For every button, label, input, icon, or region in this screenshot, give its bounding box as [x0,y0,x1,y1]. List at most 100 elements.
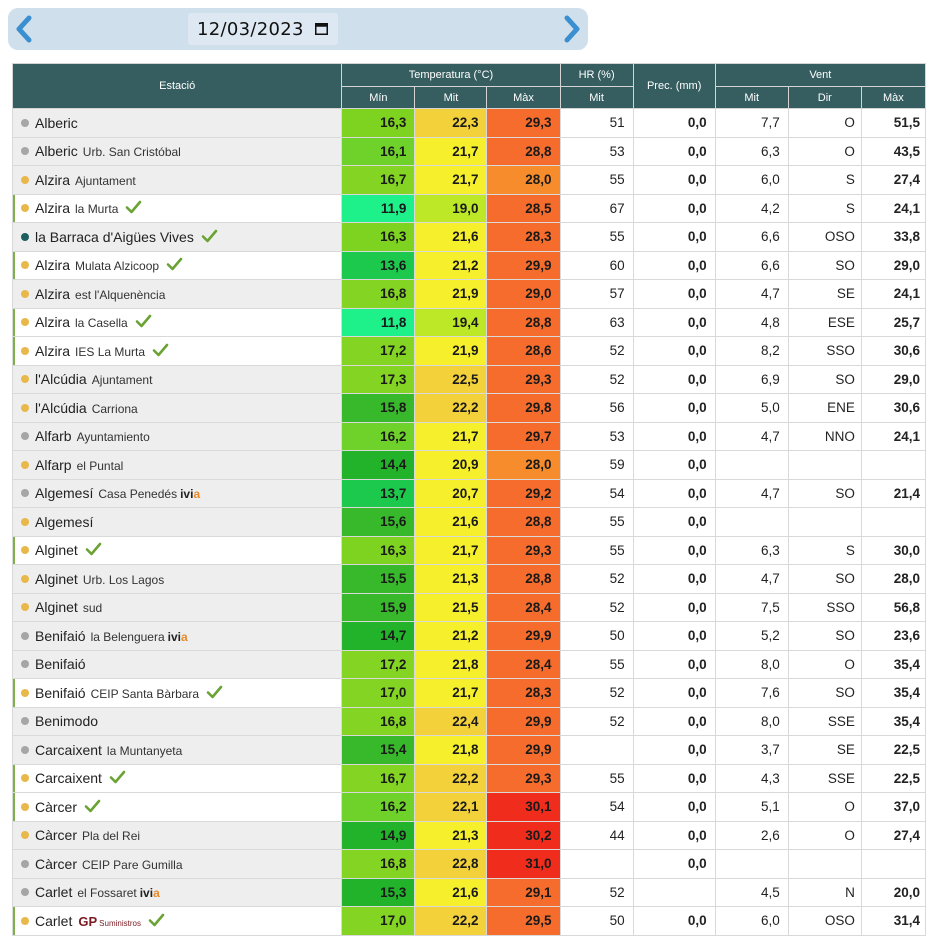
station-name[interactable]: Càrcer [35,827,78,844]
station-name[interactable]: Algemesí [35,485,94,502]
station-name[interactable]: Benifaió [35,656,86,673]
header-temp-max[interactable]: Màx [486,86,561,109]
station-cell[interactable]: Càrcer Pla del Rei [11,820,343,850]
station-row[interactable]: Càrcer 16,2 22,1 30,1 54 0,0 5,1 O 37,0 [11,792,927,822]
station-name[interactable]: Carlet [35,884,73,901]
station-cell[interactable]: Alzira IES La Murta [11,336,343,366]
station-row[interactable]: Algemesí Casa Penedés ivia 13,7 20,7 29,2 54 0,… [11,478,927,508]
header-wind-max[interactable]: Màx [860,86,927,109]
station-row[interactable]: Alfarb Ayuntamiento 16,2 21,7 29,7 53 0,0 4,7 NN… [11,421,927,451]
station-row[interactable]: Alginet sud 15,9 21,5 28,4 52 0,0 7,5 SSO 56,8 [11,592,927,622]
station-row[interactable]: Alfarp el Puntal 14,4 20,9 28,0 59 0,0 [11,450,927,480]
station-row[interactable]: la Barraca d'Aigües Vives 16,3 21,6 28,3 55 0… [11,222,927,252]
station-cell[interactable]: Carlet GP Suministros [11,906,343,936]
station-name[interactable]: Alzira [35,257,71,274]
station-name[interactable]: la Barraca d'Aigües Vives [35,228,194,245]
station-row[interactable]: Alzira Ajuntament 16,7 21,7 28,0 55 0,0 6,0 S 27,… [11,165,927,195]
station-cell[interactable]: Carcaixent [11,763,343,793]
station-row[interactable]: Benifaió CEIP Santa Bàrbara 17,0 21,7 28,3 52… [11,678,927,708]
station-cell[interactable]: la Barraca d'Aigües Vives [11,222,343,252]
station-row[interactable]: Alzira est l'Alquenència 16,8 21,9 29,0 57 0,0… [11,279,927,309]
station-row[interactable]: Algemesí 15,6 21,6 28,8 55 0,0 [11,507,927,537]
station-cell[interactable]: Alfarp el Puntal [11,450,343,480]
station-cell[interactable]: l'Alcúdia Carriona [11,393,343,423]
station-name[interactable]: Càrcer [35,798,78,815]
station-name[interactable]: Carlet [35,912,73,929]
station-name[interactable]: l'Alcúdia [35,371,87,388]
station-name[interactable]: Alfarb [35,428,72,445]
station-cell[interactable]: Alginet [11,535,343,565]
station-row[interactable]: Carlet el Fossaret ivia 15,3 21,6 29,1 52 4,5 N 2… [11,877,927,907]
station-row[interactable]: Carcaixent la Muntanyeta 15,4 21,8 29,9 0,0 3,… [11,735,927,765]
station-row[interactable]: l'Alcúdia Ajuntament 17,3 22,5 29,3 52 0,0 6,9 S… [11,364,927,394]
station-name[interactable]: Alberic [35,143,78,160]
station-row[interactable]: Benimodo 16,8 22,4 29,9 52 0,0 8,0 SSE 35,4 [11,706,927,736]
station-cell[interactable]: Alzira Mulata Alzicoop [11,250,343,280]
station-cell[interactable]: Alberic [11,108,343,138]
station-cell[interactable]: l'Alcúdia Ajuntament [11,364,343,394]
header-wind-mit[interactable]: Mit [714,86,789,109]
station-name[interactable]: Alzira [35,314,71,331]
calendar-icon[interactable] [315,22,328,35]
station-row[interactable]: Alzira IES La Murta 17,2 21,9 28,6 52 0,0 8,2 SS… [11,336,927,366]
station-cell[interactable]: Benimodo [11,706,343,736]
station-cell[interactable]: Alginet Urb. Los Lagos [11,564,343,594]
station-row[interactable]: Alginet 16,3 21,7 29,3 55 0,0 6,3 S 30,0 [11,535,927,565]
station-cell[interactable]: Alginet sud [11,592,343,622]
station-name[interactable]: Alginet [35,542,78,559]
station-name[interactable]: Alginet [35,570,78,587]
station-cell[interactable]: Benifaió [11,649,343,679]
station-name[interactable]: Càrcer [35,855,78,872]
station-cell[interactable]: Benifaió la Belenguera ivia [11,621,343,651]
station-name[interactable]: Alzira [35,171,71,188]
station-row[interactable]: Benifaió 17,2 21,8 28,4 55 0,0 8,0 O 35,4 [11,649,927,679]
station-row[interactable]: Alberic 16,3 22,3 29,3 51 0,0 7,7 O 51,5 [11,108,927,138]
station-row[interactable]: Carcaixent 16,7 22,2 29,3 55 0,0 4,3 SSE 22,5 [11,763,927,793]
header-hr-mit[interactable]: Mit [559,86,634,109]
station-name[interactable]: l'Alcúdia [35,399,87,416]
station-row[interactable]: Càrcer Pla del Rei 14,9 21,3 30,2 44 0,0 2,6 O 27… [11,820,927,850]
previous-day-arrow-icon[interactable] [10,12,40,46]
station-name[interactable]: Alginet [35,599,78,616]
station-name[interactable]: Carcaixent [35,741,102,758]
station-row[interactable]: Càrcer CEIP Pare Gumilla 16,8 22,8 31,0 0,0 [11,849,927,879]
station-name[interactable]: Alfarp [35,456,72,473]
station-name[interactable]: Benimodo [35,713,99,730]
header-temp-min[interactable]: Mín [341,86,416,109]
header-station[interactable]: Estació [11,63,343,109]
station-cell[interactable]: Carlet el Fossaret ivia [11,877,343,907]
station-cell[interactable]: Alzira la Murta [11,193,343,223]
station-row[interactable]: Benifaió la Belenguera ivia 14,7 21,2 29,9 50 0… [11,621,927,651]
station-name[interactable]: Benifaió [35,684,86,701]
station-row[interactable]: Alzira Mulata Alzicoop 13,6 21,2 29,9 60 0,0 6,… [11,250,927,280]
header-wind-dir[interactable]: Dir [787,86,862,109]
station-name[interactable]: Benifaió [35,627,86,644]
station-row[interactable]: Alzira la Murta 11,9 19,0 28,5 67 0,0 4,2 S 24,1 [11,193,927,223]
station-cell[interactable]: Alfarb Ayuntamiento [11,421,343,451]
station-name[interactable]: Alzira [35,200,71,217]
station-row[interactable]: Alginet Urb. Los Lagos 15,5 21,3 28,8 52 0,0 4,… [11,564,927,594]
date-input[interactable]: 12/03/2023 [188,13,338,45]
header-prec[interactable]: Prec. (mm) [632,63,716,109]
station-cell[interactable]: Algemesí Casa Penedés ivia [11,478,343,508]
station-cell[interactable]: Alzira Ajuntament [11,165,343,195]
station-row[interactable]: Alzira la Casella 11,8 19,4 28,8 63 0,0 4,8 ESE 2… [11,307,927,337]
station-cell[interactable]: Benifaió CEIP Santa Bàrbara [11,678,343,708]
next-day-arrow-icon[interactable] [556,12,586,46]
station-cell[interactable]: Alberic Urb. San Cristóbal [11,136,343,166]
station-cell[interactable]: Carcaixent la Muntanyeta [11,735,343,765]
station-row[interactable]: Carlet GP Suministros 17,0 22,2 29,5 50 0,0 6,0 O… [11,906,927,936]
station-cell[interactable]: Alzira est l'Alquenència [11,279,343,309]
station-cell[interactable]: Algemesí [11,507,343,537]
station-name[interactable]: Alberic [35,114,78,131]
station-name[interactable]: Alzira [35,285,71,302]
header-temp-mit[interactable]: Mit [414,86,488,109]
station-row[interactable]: Alberic Urb. San Cristóbal 16,1 21,7 28,8 53 0… [11,136,927,166]
station-cell[interactable]: Alzira la Casella [11,307,343,337]
station-name[interactable]: Alzira [35,342,71,359]
station-cell[interactable]: Càrcer [11,792,343,822]
station-name[interactable]: Algemesí [35,513,94,530]
station-row[interactable]: l'Alcúdia Carriona 15,8 22,2 29,8 56 0,0 5,0 ENE… [11,393,927,423]
station-name[interactable]: Carcaixent [35,770,102,787]
station-cell[interactable]: Càrcer CEIP Pare Gumilla [11,849,343,879]
